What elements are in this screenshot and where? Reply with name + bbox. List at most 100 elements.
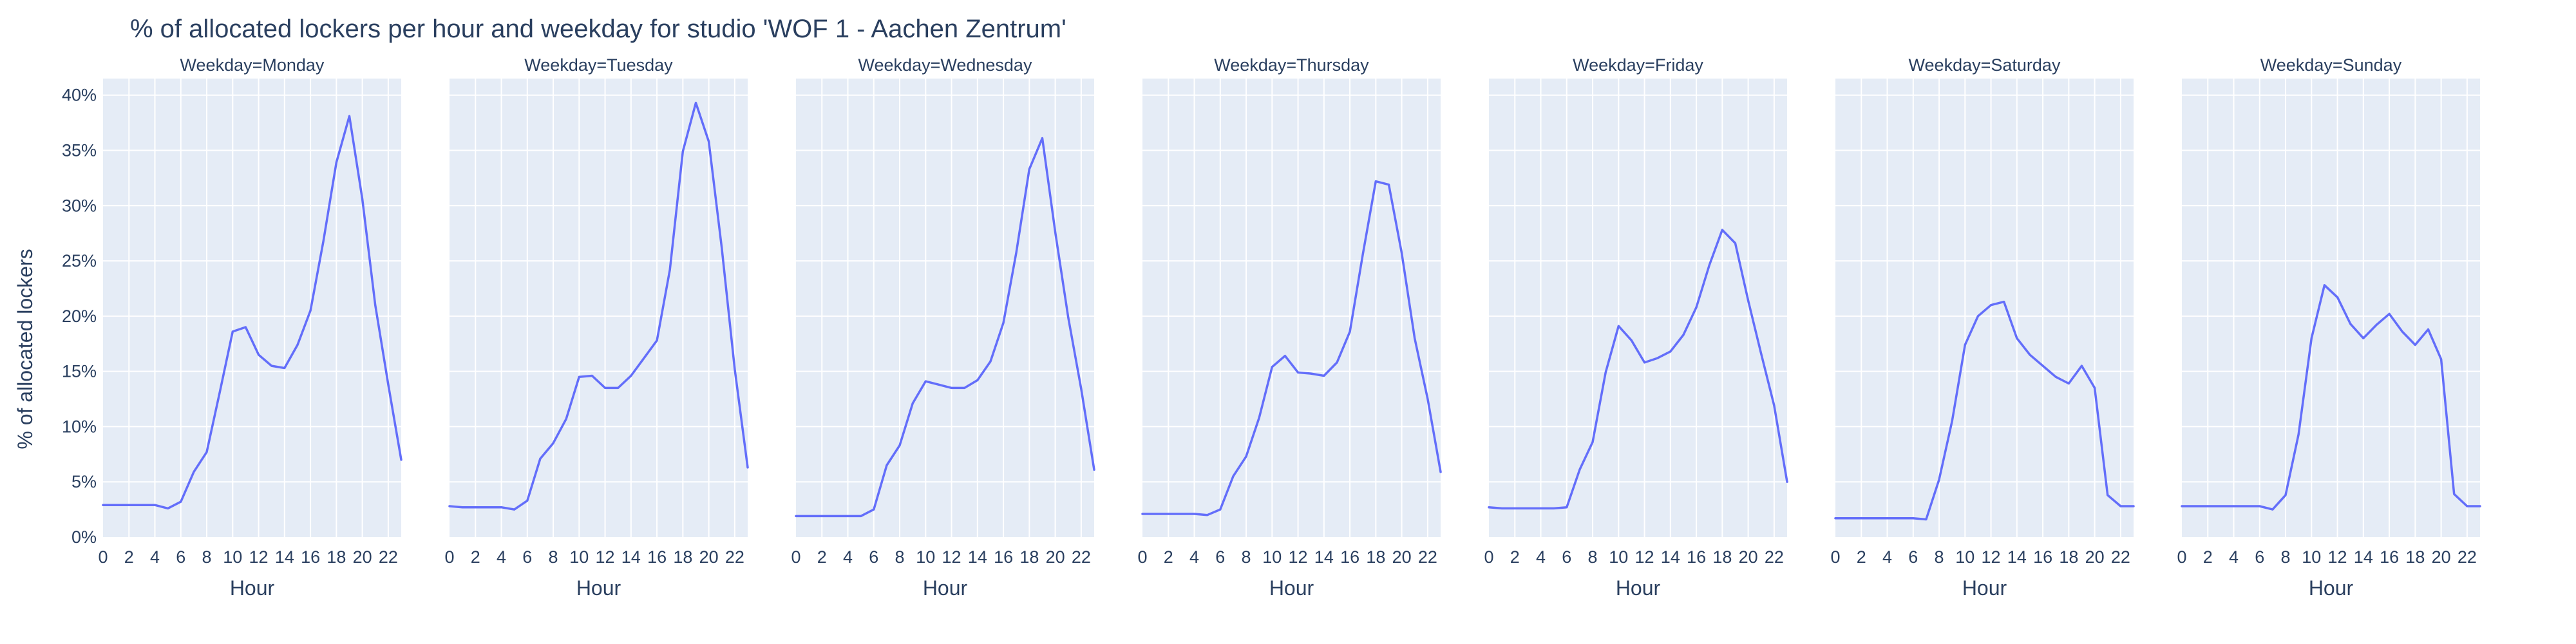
x-tick-label: 4 [1536, 547, 1546, 567]
x-tick-label: 12 [1635, 547, 1654, 567]
x-tick-label: 8 [2281, 547, 2291, 567]
x-tick-label: 14 [621, 547, 641, 567]
facet-panel: Weekday=Thursday 0 2 4 6 8 10 12 14 16 18 20 22 Hour [1137, 55, 1442, 600]
facet-panel: Weekday=Wednesday 0 2 4 6 8 10 12 14 16 18 20 22 Hour [791, 55, 1095, 600]
y-tick-label: 35% [62, 141, 97, 160]
x-tick-label: 18 [327, 547, 346, 567]
x-tick-label: 8 [895, 547, 905, 567]
x-axis-title: Hour [1616, 576, 1661, 600]
x-tick-label: 16 [1340, 547, 1359, 567]
x-tick-label: 12 [596, 547, 615, 567]
y-axis-title: % of allocated lockers [14, 249, 37, 449]
series-line [1141, 180, 1442, 516]
x-tick-label: 0 [444, 547, 454, 567]
x-tick-label: 0 [1830, 547, 1840, 567]
x-tick-label: 22 [1765, 547, 1784, 567]
x-tick-label: 4 [497, 547, 506, 567]
facet-title: Weekday=Thursday [1214, 55, 1369, 75]
x-tick-label: 4 [1882, 547, 1892, 567]
x-tick-label: 2 [1164, 547, 1173, 567]
facet-title: Weekday=Friday [1573, 55, 1703, 75]
chart-title: % of allocated lockers per hour and week… [130, 15, 1066, 43]
x-tick-label: 18 [673, 547, 692, 567]
x-axis-title: Hour [576, 576, 621, 600]
plot-background [1142, 79, 1441, 537]
x-tick-label: 18 [2059, 547, 2078, 567]
y-tick-label: 15% [62, 362, 97, 381]
x-tick-label: 20 [353, 547, 372, 567]
x-tick-label: 0 [1137, 547, 1147, 567]
x-tick-label: 12 [1982, 547, 2001, 567]
x-tick-label: 18 [1019, 547, 1039, 567]
x-tick-label: 20 [1739, 547, 1758, 567]
x-tick-label: 6 [869, 547, 878, 567]
facet-panel: Weekday=Monday 0 2 4 6 8 10 12 14 16 18 20 22 Hour 0% 5… [62, 55, 402, 600]
x-tick-label: 20 [699, 547, 719, 567]
x-tick-label: 0 [2177, 547, 2186, 567]
x-tick-label: 6 [2255, 547, 2264, 567]
x-tick-label: 2 [2203, 547, 2213, 567]
plot-background [450, 79, 748, 537]
plot-background [1489, 79, 1787, 537]
x-tick-label: 4 [2229, 547, 2239, 567]
x-tick-label: 2 [817, 547, 827, 567]
facet-panel: Weekday=Sunday 0 2 4 6 8 10 12 14 16 18 20 22 Hour [2177, 55, 2481, 600]
x-tick-label: 0 [1484, 547, 1493, 567]
x-tick-label: 2 [471, 547, 480, 567]
x-tick-label: 4 [150, 547, 160, 567]
series-line [448, 101, 749, 511]
x-tick-label: 8 [202, 547, 212, 567]
x-tick-label: 16 [647, 547, 667, 567]
x-tick-label: 22 [2458, 547, 2477, 567]
y-tick-label: 20% [62, 307, 97, 326]
x-tick-label: 16 [301, 547, 320, 567]
x-tick-label: 8 [1935, 547, 1944, 567]
x-tick-label: 4 [1189, 547, 1199, 567]
y-tick-label: 0% [71, 527, 97, 547]
x-axis-title: Hour [230, 576, 275, 600]
y-tick-label: 25% [62, 251, 97, 270]
x-tick-label: 14 [275, 547, 294, 567]
x-tick-label: 6 [1215, 547, 1225, 567]
x-tick-label: 18 [2405, 547, 2425, 567]
x-tick-label: 2 [1857, 547, 1866, 567]
x-tick-label: 16 [2380, 547, 2399, 567]
x-tick-label: 6 [1562, 547, 1571, 567]
x-tick-label: 22 [725, 547, 744, 567]
x-tick-label: 0 [791, 547, 800, 567]
x-tick-label: 12 [249, 547, 269, 567]
y-tick-label: 30% [62, 196, 97, 215]
x-tick-label: 20 [1046, 547, 1065, 567]
series-line [795, 137, 1095, 518]
x-tick-label: 10 [1955, 547, 1975, 567]
series-line [1488, 229, 1788, 510]
x-tick-label: 14 [2354, 547, 2373, 567]
x-tick-label: 10 [1262, 547, 1282, 567]
x-axis-title: Hour [2309, 576, 2354, 600]
x-tick-label: 10 [916, 547, 935, 567]
x-tick-label: 12 [2328, 547, 2347, 567]
x-tick-label: 2 [124, 547, 134, 567]
y-tick-label: 5% [71, 472, 97, 491]
plot-background [796, 79, 1094, 537]
x-tick-label: 16 [1687, 547, 1706, 567]
series-line [1834, 300, 2135, 521]
x-tick-label: 14 [1661, 547, 1680, 567]
x-tick-label: 6 [1908, 547, 1918, 567]
x-tick-label: 4 [843, 547, 853, 567]
facet-title: Weekday=Monday [180, 55, 325, 75]
x-tick-label: 14 [1314, 547, 1334, 567]
x-tick-label: 16 [994, 547, 1013, 567]
x-tick-label: 12 [1289, 547, 1308, 567]
facet-panel: Weekday=Friday 0 2 4 6 8 10 12 14 16 18 20 22 Hour [1484, 55, 1788, 600]
x-tick-label: 18 [1366, 547, 1385, 567]
y-tick-label: 10% [62, 417, 97, 436]
x-axis-title: Hour [1269, 576, 1314, 600]
x-tick-label: 22 [379, 547, 398, 567]
facet-title: Weekday=Saturday [1909, 55, 2061, 75]
x-tick-label: 8 [1588, 547, 1598, 567]
x-axis-title: Hour [1962, 576, 2007, 600]
x-tick-label: 2 [1510, 547, 1520, 567]
